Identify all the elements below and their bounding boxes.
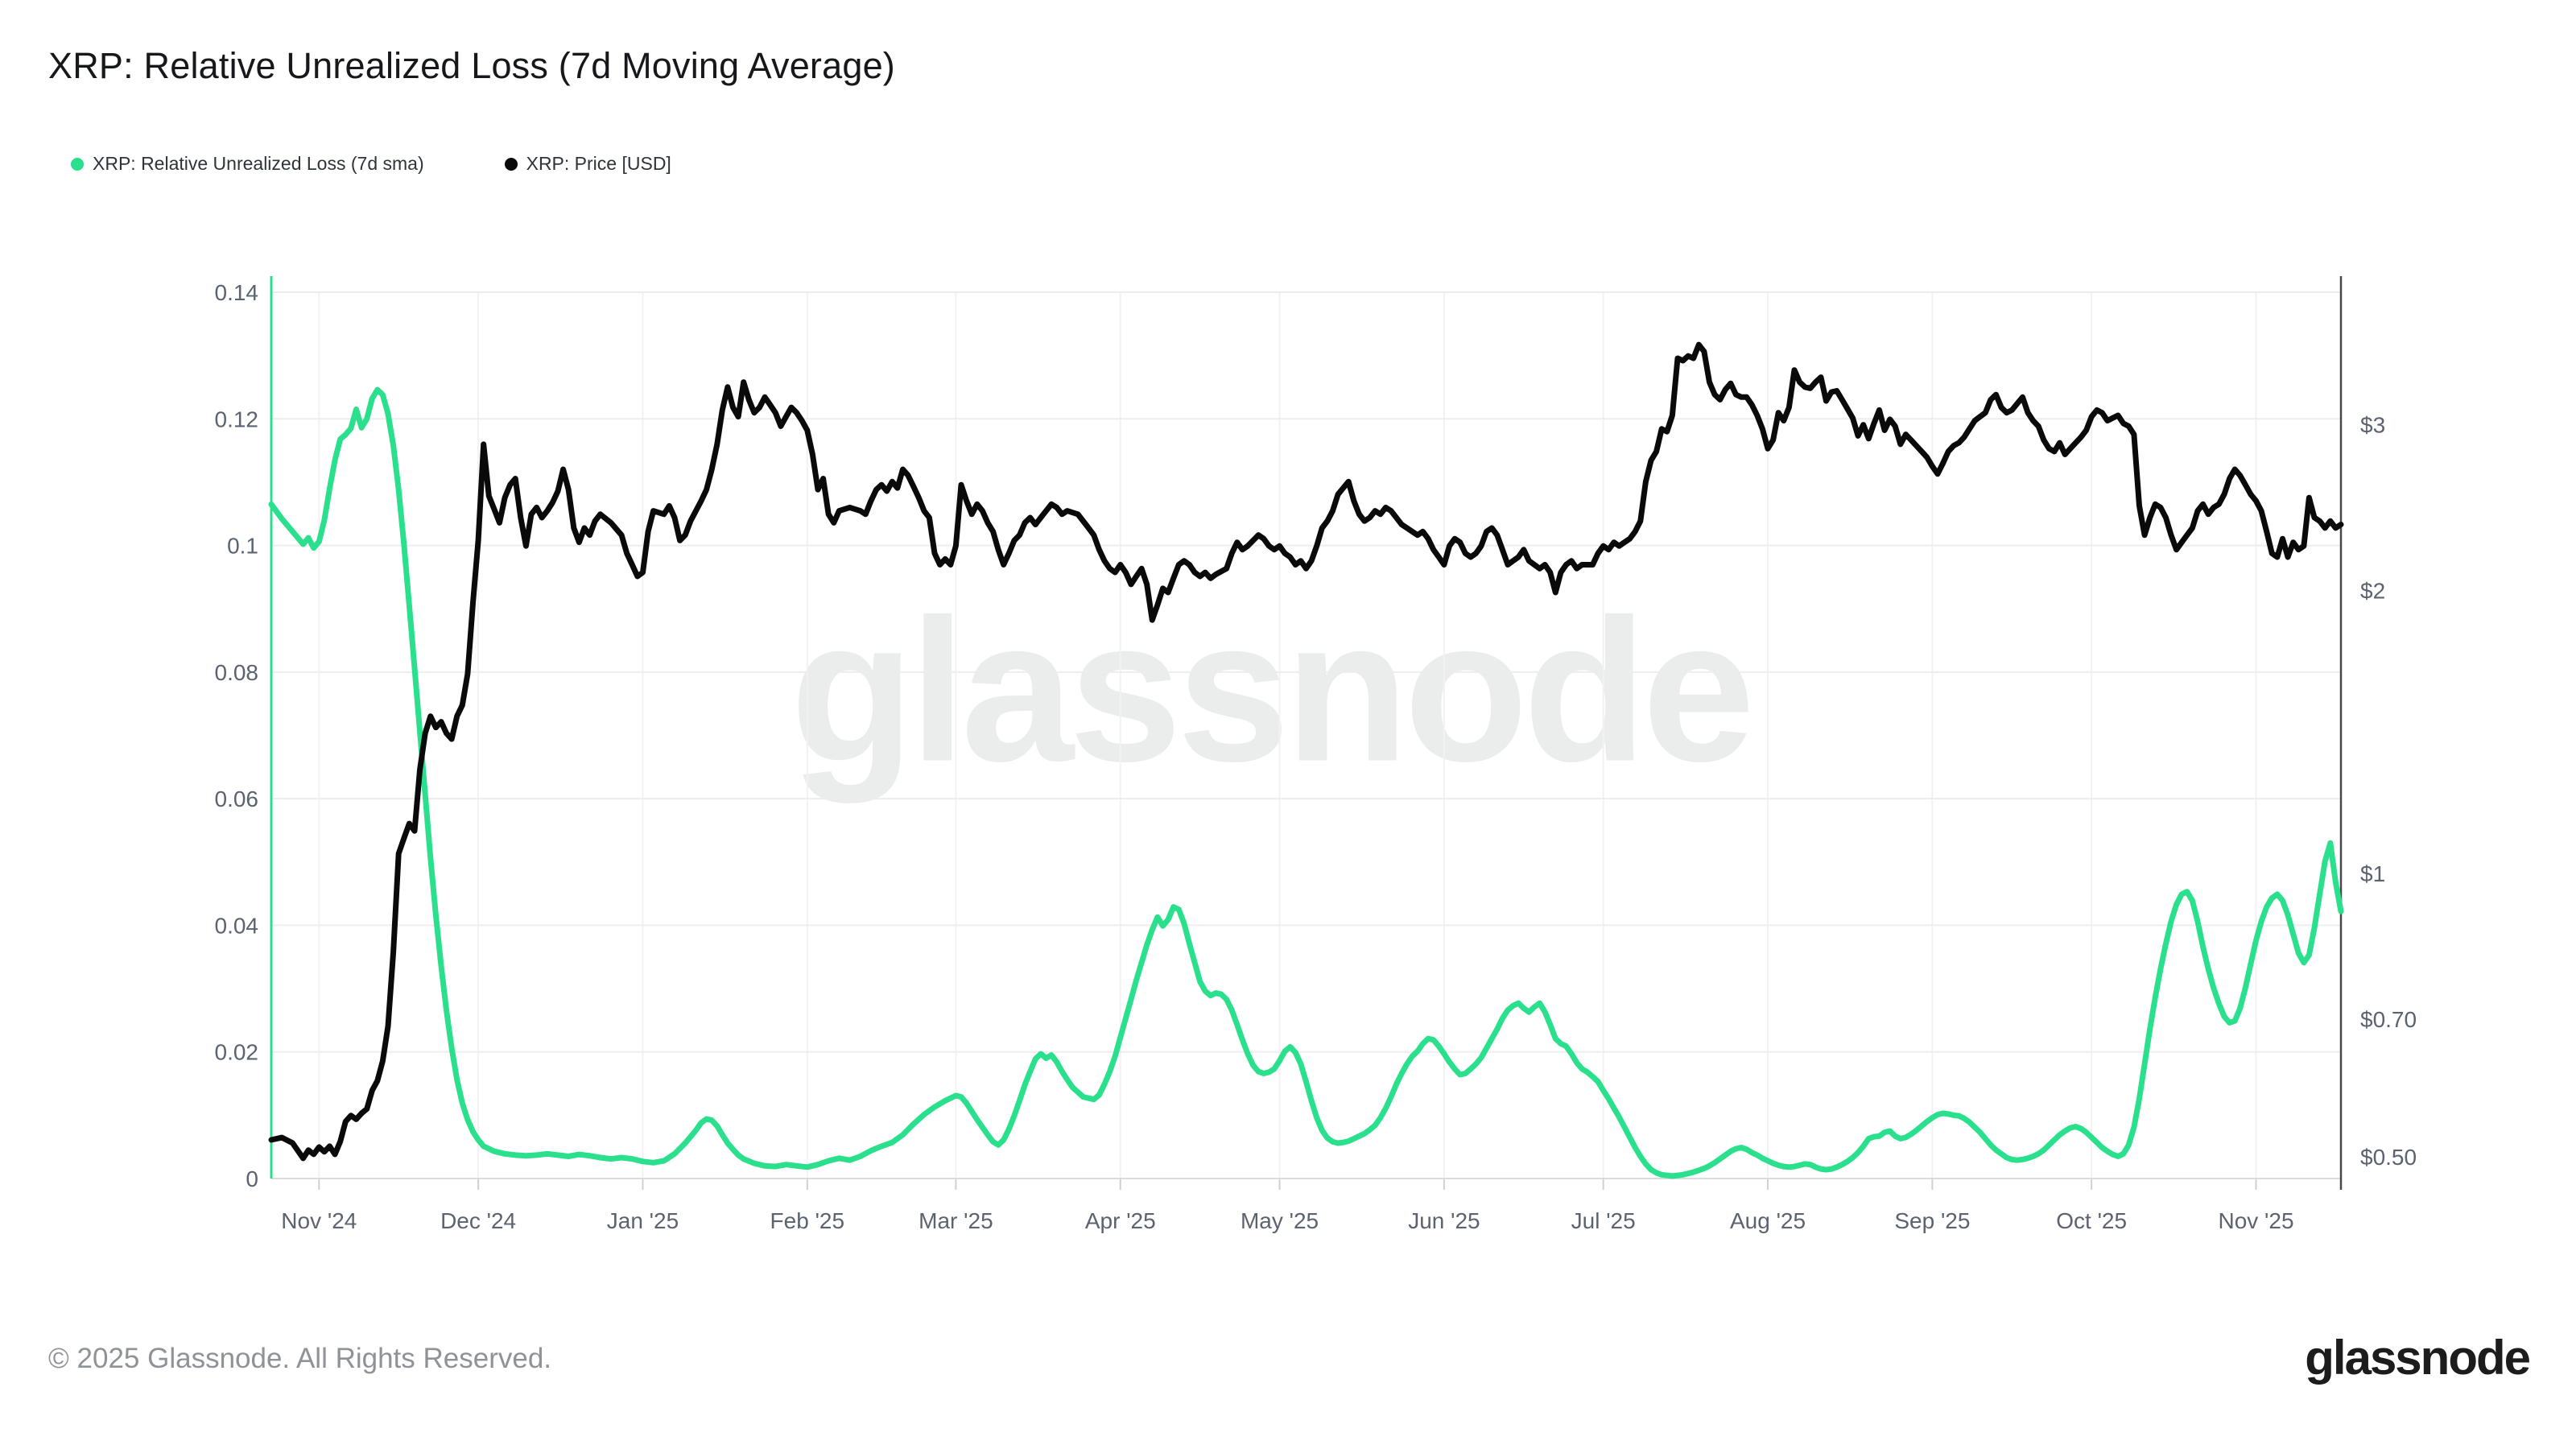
page-title: XRP: Relative Unrealized Loss (7d Moving… bbox=[48, 45, 895, 86]
right-axis-label: $1 bbox=[2360, 861, 2385, 886]
copyright-text: © 2025 Glassnode. All Rights Reserved. bbox=[48, 1343, 552, 1374]
legend-label: XRP: Price [USD] bbox=[526, 153, 671, 174]
left-axis-label: 0.08 bbox=[215, 660, 259, 685]
right-axis-label: $0.70 bbox=[2360, 1007, 2417, 1032]
legend-item-price[interactable]: XRP: Price [USD] bbox=[504, 153, 671, 175]
legend-item-unrealized-loss[interactable]: XRP: Relative Unrealized Loss (7d sma) bbox=[71, 153, 424, 175]
left-axis-label: 0.1 bbox=[227, 534, 258, 559]
series-dot-icon bbox=[504, 157, 518, 171]
x-tick-label: Nov '24 bbox=[281, 1208, 357, 1233]
legend-label: XRP: Relative Unrealized Loss (7d sma) bbox=[93, 153, 424, 174]
x-tick-label: Oct '25 bbox=[2056, 1208, 2127, 1233]
left-axis-label: 0 bbox=[246, 1166, 258, 1191]
left-axis-label: 0.14 bbox=[215, 280, 259, 305]
legend: XRP: Relative Unrealized Loss (7d sma) X… bbox=[71, 153, 671, 175]
x-tick-label: Mar '25 bbox=[919, 1208, 993, 1233]
x-tick-label: Sep '25 bbox=[1894, 1208, 1970, 1233]
right-axis-label: $2 bbox=[2360, 578, 2385, 603]
x-tick-label: Apr '25 bbox=[1085, 1208, 1156, 1233]
right-axis-label: $3 bbox=[2360, 413, 2385, 438]
x-tick-label: Feb '25 bbox=[770, 1208, 845, 1233]
x-tick-label: Dec '24 bbox=[440, 1208, 516, 1233]
x-tick-label: Aug '25 bbox=[1730, 1208, 1806, 1233]
right-axis-label: $0.50 bbox=[2360, 1145, 2417, 1170]
x-tick-label: May '25 bbox=[1241, 1208, 1319, 1233]
x-tick-label: Jun '25 bbox=[1408, 1208, 1480, 1233]
x-tick-label: Jul '25 bbox=[1571, 1208, 1636, 1233]
glassnode-logo: glassnode bbox=[2305, 1331, 2531, 1385]
left-axis-label: 0.12 bbox=[215, 407, 259, 431]
glassnode-watermark: glassnode bbox=[790, 577, 1755, 804]
left-axis-label: 0.04 bbox=[215, 913, 259, 938]
price-line[interactable] bbox=[268, 341, 2344, 1162]
left-axis-label: 0.02 bbox=[215, 1040, 259, 1065]
x-tick-label: Jan '25 bbox=[607, 1208, 679, 1233]
x-tick-label: Nov '25 bbox=[2218, 1208, 2293, 1233]
left-axis-label: 0.06 bbox=[215, 786, 259, 811]
series-dot-icon bbox=[71, 157, 84, 171]
unrealized-loss-line[interactable] bbox=[268, 386, 2344, 1179]
